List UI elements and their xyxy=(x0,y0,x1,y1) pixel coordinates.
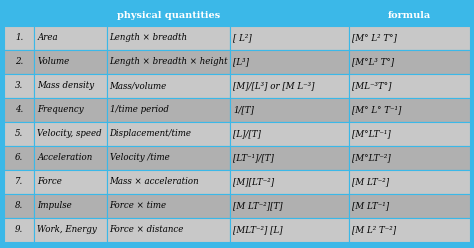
Bar xyxy=(230,26,349,50)
Bar xyxy=(349,170,470,194)
Text: [ L²]: [ L²] xyxy=(233,33,252,42)
Text: Mass × acceleration: Mass × acceleration xyxy=(109,178,199,186)
Bar xyxy=(107,146,230,170)
Bar xyxy=(4,146,34,170)
Bar xyxy=(107,170,230,194)
Text: 4.: 4. xyxy=(15,105,23,115)
Text: Area: Area xyxy=(37,33,58,42)
Text: 7.: 7. xyxy=(15,178,23,186)
Bar xyxy=(349,98,470,122)
Bar xyxy=(34,4,107,26)
Bar xyxy=(230,170,349,194)
Text: formula: formula xyxy=(388,10,431,20)
Bar xyxy=(34,194,107,218)
Bar xyxy=(107,98,230,122)
Text: Force × time: Force × time xyxy=(109,201,167,211)
Text: [M LT⁻²][T]: [M LT⁻²][T] xyxy=(233,201,283,211)
Bar xyxy=(4,218,34,242)
Text: 5.: 5. xyxy=(15,129,23,138)
Bar xyxy=(34,218,107,242)
Bar xyxy=(4,50,34,74)
Text: Length × breadth: Length × breadth xyxy=(109,33,188,42)
Bar xyxy=(349,218,470,242)
Bar xyxy=(230,50,349,74)
Bar xyxy=(230,98,349,122)
Bar xyxy=(107,218,230,242)
Bar xyxy=(4,98,34,122)
Bar xyxy=(107,122,230,146)
Bar xyxy=(349,122,470,146)
Bar xyxy=(4,122,34,146)
Bar xyxy=(230,218,349,242)
Text: [M° L² T°]: [M° L² T°] xyxy=(352,33,397,42)
Text: Mass density: Mass density xyxy=(37,82,94,91)
Bar xyxy=(349,194,470,218)
Bar xyxy=(230,146,349,170)
Text: [M°LT⁻²]: [M°LT⁻²] xyxy=(352,154,391,162)
Bar xyxy=(107,74,230,98)
Text: Length × breadth × height: Length × breadth × height xyxy=(109,58,228,66)
Text: [M°L³ T°]: [M°L³ T°] xyxy=(352,58,394,66)
Bar xyxy=(4,4,34,26)
Text: Acceleration: Acceleration xyxy=(37,154,92,162)
Text: [M LT⁻²]: [M LT⁻²] xyxy=(352,178,389,186)
Bar xyxy=(349,50,470,74)
Bar xyxy=(34,170,107,194)
Bar xyxy=(230,4,349,26)
Bar xyxy=(349,74,470,98)
Bar xyxy=(230,122,349,146)
Text: [L]/[T]: [L]/[T] xyxy=(233,129,261,138)
Text: [LT⁻¹]/[T]: [LT⁻¹]/[T] xyxy=(233,154,274,162)
Bar xyxy=(349,4,470,26)
Text: 1.: 1. xyxy=(15,33,23,42)
Text: [MLT⁻²] [L]: [MLT⁻²] [L] xyxy=(233,225,283,235)
Text: Velocity /time: Velocity /time xyxy=(109,154,169,162)
Text: Work, Energy: Work, Energy xyxy=(37,225,97,235)
Bar xyxy=(34,50,107,74)
Text: Impulse: Impulse xyxy=(37,201,72,211)
Text: [M L² T⁻²]: [M L² T⁻²] xyxy=(352,225,396,235)
Text: 2.: 2. xyxy=(15,58,23,66)
Text: 3.: 3. xyxy=(15,82,23,91)
Bar xyxy=(107,50,230,74)
Text: [M°LT⁻¹]: [M°LT⁻¹] xyxy=(352,129,391,138)
Bar xyxy=(4,26,34,50)
Bar xyxy=(349,26,470,50)
Text: Frequency: Frequency xyxy=(37,105,84,115)
Text: 1/time period: 1/time period xyxy=(109,105,168,115)
Bar xyxy=(349,146,470,170)
Text: Displacement/time: Displacement/time xyxy=(109,129,191,138)
Bar xyxy=(34,74,107,98)
Text: [M° L° T⁻¹]: [M° L° T⁻¹] xyxy=(352,105,401,115)
Bar xyxy=(4,74,34,98)
Text: Volume: Volume xyxy=(37,58,70,66)
Text: physical quantities: physical quantities xyxy=(117,10,220,20)
Bar xyxy=(4,170,34,194)
Text: Force: Force xyxy=(37,178,62,186)
Text: [ML⁻³T°]: [ML⁻³T°] xyxy=(352,82,392,91)
Text: 1/[T]: 1/[T] xyxy=(233,105,254,115)
Bar xyxy=(34,98,107,122)
Bar xyxy=(34,26,107,50)
Text: [M]/[L³] or [M L⁻³]: [M]/[L³] or [M L⁻³] xyxy=(233,82,315,91)
Bar xyxy=(107,26,230,50)
Text: Force × distance: Force × distance xyxy=(109,225,184,235)
Bar xyxy=(230,194,349,218)
Text: [L³]: [L³] xyxy=(233,58,249,66)
Text: [M][LT⁻²]: [M][LT⁻²] xyxy=(233,178,274,186)
Bar xyxy=(107,194,230,218)
Text: Velocity, speed: Velocity, speed xyxy=(37,129,102,138)
Bar xyxy=(34,146,107,170)
Text: 8.: 8. xyxy=(15,201,23,211)
Bar xyxy=(4,194,34,218)
Bar xyxy=(34,122,107,146)
Bar xyxy=(107,4,230,26)
Text: 9.: 9. xyxy=(15,225,23,235)
Bar xyxy=(230,74,349,98)
Text: [M LT⁻¹]: [M LT⁻¹] xyxy=(352,201,389,211)
Text: 6.: 6. xyxy=(15,154,23,162)
Text: Mass/volume: Mass/volume xyxy=(109,82,167,91)
